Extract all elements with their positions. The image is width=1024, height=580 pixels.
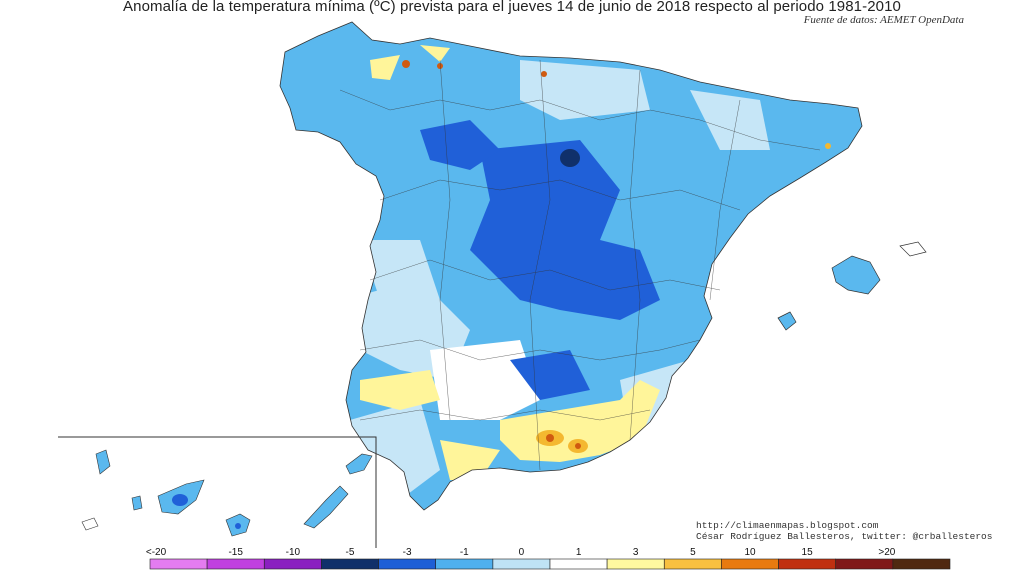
legend-swatch — [721, 558, 779, 570]
balearic-islands — [777, 241, 927, 331]
peninsula-anomaly-field — [280, 22, 862, 510]
legend-swatch — [892, 558, 951, 570]
author-credit: César Rodríguez Ballesteros, twitter: @c… — [696, 531, 993, 542]
blog-url: http://climaenmapas.blogspot.com — [696, 520, 879, 531]
legend-tick-label: 5 — [690, 547, 696, 558]
legend-tick-label: 15 — [801, 547, 813, 558]
credits: http://climaenmapas.blogspot.com César R… — [696, 520, 992, 542]
legend-swatch — [435, 558, 494, 570]
legend-tick-label: -15 — [228, 547, 243, 558]
legend-labels: <-20 -15 -10 -5 -3 -1 0 1 3 5 10 15 >20 — [145, 547, 958, 560]
legend-swatch — [149, 558, 208, 570]
legend-bar — [149, 558, 951, 570]
legend-swatch — [206, 558, 265, 570]
legend-tick-label: 1 — [575, 547, 582, 558]
legend-tick-label: 10 — [744, 547, 756, 558]
map-title: Anomalía de la temperatura mínima (ºC) p… — [123, 0, 901, 15]
legend-swatch — [835, 558, 894, 570]
legend-swatch — [606, 558, 665, 570]
province-borders — [339, 59, 821, 471]
data-source: Fuente de datos: AEMET OpenData — [803, 14, 964, 26]
legend-tick-label: -1 — [459, 547, 469, 558]
legend-tick-label: -5 — [345, 547, 355, 558]
canary-islands-inset — [58, 436, 377, 548]
legend-tick-label: -3 — [402, 547, 412, 558]
legend-swatch — [264, 558, 322, 570]
legend-swatch — [778, 558, 836, 570]
legend-tick-label: >20 — [878, 547, 896, 558]
legend-tick-label: 0 — [518, 547, 525, 558]
legend-tick-label: 3 — [632, 547, 639, 558]
legend-swatch — [378, 558, 437, 570]
legend-swatch — [492, 558, 551, 570]
legend-tick-label: -10 — [285, 547, 301, 558]
legend-swatch — [663, 558, 722, 570]
legend-swatch — [321, 558, 379, 570]
legend-swatch — [549, 558, 608, 570]
legend-tick-label: <-20 — [145, 547, 167, 558]
